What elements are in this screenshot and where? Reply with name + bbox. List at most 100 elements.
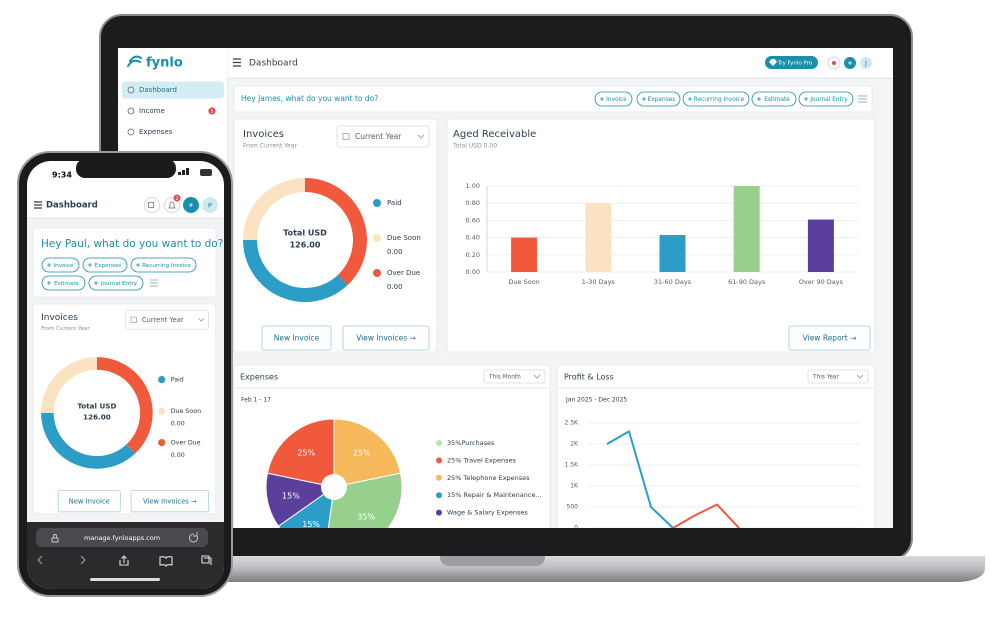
button-label: View Report → <box>803 334 857 343</box>
y-tick-label: 0.00 <box>466 268 480 276</box>
invoices-card: Invoices From Current Year Current Year Tot… <box>32 303 217 515</box>
share-icon[interactable] <box>119 555 129 566</box>
nav-badge-label: 5 <box>210 109 213 115</box>
action-button[interactable] <box>41 257 80 273</box>
action-label: Invoice <box>606 97 627 103</box>
action-button[interactable] <box>751 91 797 107</box>
card-period: Jan 2025 - Dec 2025 <box>565 397 627 404</box>
nav-item[interactable]: Expenses <box>139 128 173 136</box>
action-button[interactable] <box>594 91 633 107</box>
url-field[interactable] <box>36 528 208 547</box>
legend-label: Due Soon <box>171 408 201 415</box>
settings-icon[interactable] <box>150 279 158 287</box>
chevron <box>533 374 541 379</box>
legend-value: 0.00 <box>171 452 185 459</box>
plus-icon <box>804 97 808 101</box>
button[interactable] <box>57 489 121 513</box>
line-series <box>672 503 740 528</box>
action-button[interactable] <box>798 91 854 107</box>
x-tick-label: Due Soon <box>508 278 539 286</box>
laptop-screen: fynlo Dashboard Income 5 Expenses Dashboard Tr… <box>118 48 893 528</box>
pro-button[interactable] <box>765 56 818 69</box>
bookmarks-icon[interactable] <box>159 556 173 568</box>
menu-icon[interactable] <box>34 201 42 209</box>
nav-active <box>122 81 224 99</box>
donut-center-label: Total USD <box>283 229 327 238</box>
card <box>556 364 876 528</box>
button[interactable] <box>342 325 430 351</box>
greeting: Hey Paul, what do you want to do? <box>41 238 223 250</box>
button[interactable] <box>130 489 209 513</box>
pie-label: 15% <box>282 491 300 500</box>
signal-icon <box>178 168 189 175</box>
legend-value: 0.00 <box>387 283 403 291</box>
button[interactable] <box>261 325 332 351</box>
plus-icon <box>189 203 193 207</box>
dropdown[interactable] <box>807 369 869 384</box>
button-label: View Invoices → <box>143 498 197 506</box>
page-title: Dashboard <box>249 59 298 69</box>
reload-icon[interactable] <box>189 532 198 543</box>
donut-center-label: Total USD <box>77 402 116 411</box>
forward-icon[interactable] <box>80 555 86 565</box>
x-tick-label: Over 90 Days <box>799 278 844 286</box>
plus-icon <box>94 281 98 285</box>
action-button[interactable] <box>88 275 144 291</box>
avatar-label: J <box>864 60 867 67</box>
legend-label: Paid <box>387 199 402 207</box>
pie-label: 25% <box>353 448 371 457</box>
badge <box>173 194 181 202</box>
back-icon[interactable] <box>37 555 43 565</box>
y-tick-label: 1.00 <box>466 182 480 190</box>
nav-item[interactable]: Dashboard <box>139 86 177 94</box>
dropdown[interactable] <box>336 125 430 148</box>
nav-icon <box>127 128 135 136</box>
pro-icon <box>769 59 777 66</box>
dropdown[interactable] <box>125 309 209 330</box>
action-button[interactable] <box>41 275 86 291</box>
laptop-base <box>100 556 985 582</box>
card-title: Invoices <box>41 313 78 323</box>
donut-segment <box>41 412 136 469</box>
button[interactable] <box>788 325 871 351</box>
action-button[interactable] <box>130 257 197 273</box>
action-label: Expenses <box>95 263 122 269</box>
donut-segment <box>305 178 367 286</box>
bar <box>807 219 834 272</box>
legend-label: 25% Telephone Expenses <box>447 474 530 482</box>
header-button[interactable] <box>144 197 160 213</box>
x-tick-label: 31-60 Days <box>654 278 692 286</box>
avatar[interactable] <box>860 57 872 69</box>
calendar-icon <box>342 133 350 140</box>
card-title: Expenses <box>240 373 278 382</box>
y-tick-label: 1K <box>570 483 579 490</box>
plus-icon <box>848 61 852 65</box>
header-button[interactable] <box>202 197 218 213</box>
badge-label: 2 <box>175 196 178 202</box>
calendar-icon <box>130 316 137 323</box>
settings-icon[interactable] <box>858 95 867 103</box>
nav-icon <box>127 86 135 94</box>
notification-dot <box>832 61 836 65</box>
legend-dot <box>373 199 381 207</box>
nav-item[interactable]: Income <box>139 107 165 115</box>
action-button[interactable] <box>82 257 128 273</box>
action-button[interactable] <box>636 91 681 107</box>
card-subtitle: Total USD 0.00 <box>452 143 497 150</box>
button-label: New Invoice <box>69 498 110 506</box>
card-subtitle: From Current Year <box>41 326 90 332</box>
legend-dot <box>436 492 442 499</box>
dropdown[interactable] <box>483 369 546 384</box>
legend-label: Over Due <box>171 440 201 447</box>
action-button[interactable] <box>682 91 750 107</box>
pro-button-label: Try Fynlo Pro <box>777 60 813 66</box>
button-label: View Invoices → <box>356 334 416 343</box>
card-subtitle: From Current Year <box>243 143 297 150</box>
menu-icon[interactable] <box>233 58 241 67</box>
y-tick-label: 2.5K <box>565 420 580 427</box>
legend-value: 0.00 <box>171 421 185 428</box>
donut-segment <box>96 357 153 454</box>
tabs-icon[interactable] <box>201 555 212 565</box>
donut-segment <box>41 357 97 413</box>
legend-label: Wage & Salary Expenses <box>447 509 528 517</box>
